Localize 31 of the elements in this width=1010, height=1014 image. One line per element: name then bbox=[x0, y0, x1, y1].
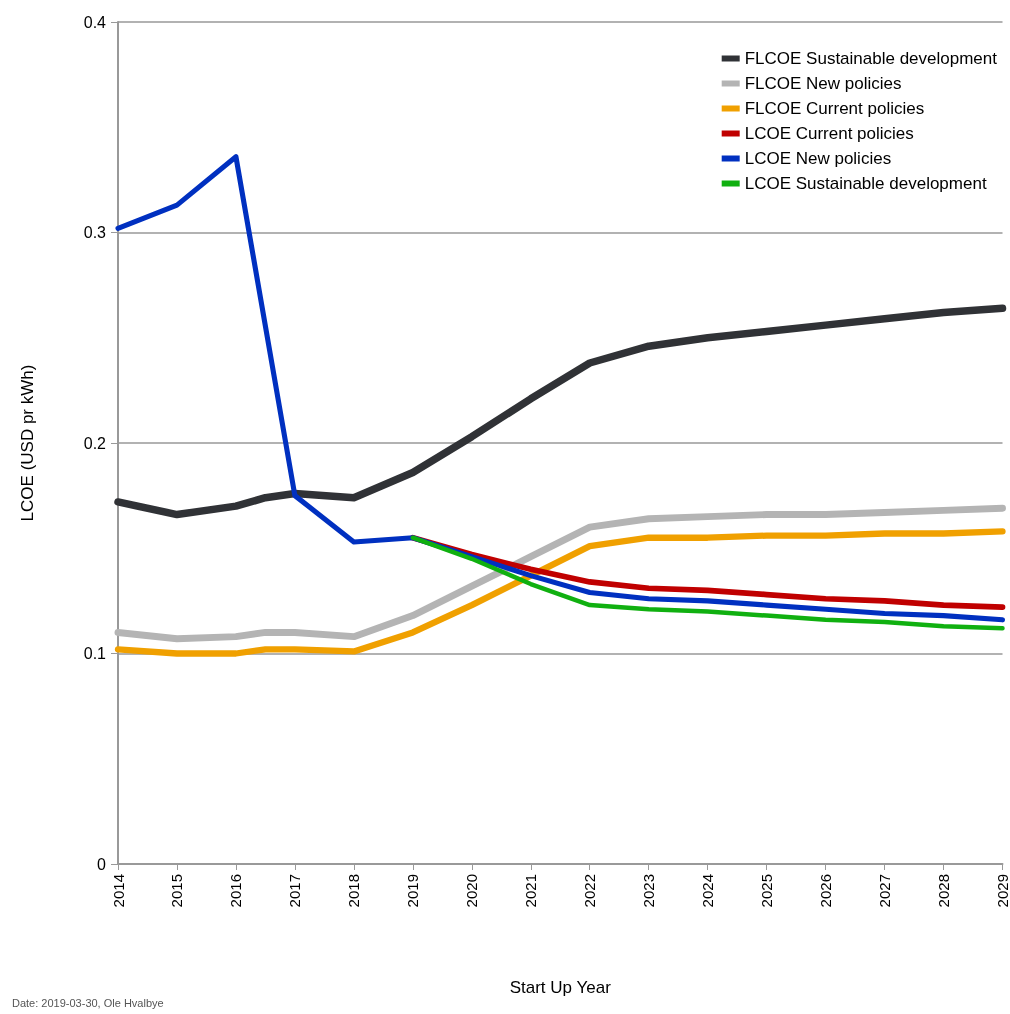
legend-label: LCOE Sustainable development bbox=[744, 174, 987, 193]
legend-label: LCOE New policies bbox=[744, 149, 892, 168]
x-tick-label: 2025 bbox=[758, 874, 776, 908]
x-tick-label: 2027 bbox=[876, 874, 894, 908]
y-axis-title: LCOE (USD pr kWh) bbox=[18, 364, 37, 522]
x-tick-label: 2028 bbox=[935, 874, 953, 908]
x-tick-label: 2021 bbox=[522, 874, 540, 908]
x-tick-label: 2023 bbox=[640, 874, 658, 908]
legend-label: FLCOE Current policies bbox=[744, 99, 925, 118]
x-axis-title: Start Up Year bbox=[509, 978, 612, 997]
x-tick-label: 2017 bbox=[286, 874, 304, 908]
x-tick-label: 2014 bbox=[109, 874, 127, 908]
x-tick-label: 2022 bbox=[581, 874, 599, 908]
x-tick-label: 2018 bbox=[345, 874, 363, 908]
y-tick-label: 0.3 bbox=[83, 224, 107, 241]
x-tick-label: 2026 bbox=[817, 874, 835, 908]
legend-label: FLCOE New policies bbox=[744, 74, 902, 93]
x-tick-label: 2016 bbox=[227, 874, 245, 908]
legend-label: LCOE Current policies bbox=[744, 124, 914, 143]
text: Date: 2019-03-30, Ole Hvalbye bbox=[12, 996, 164, 1009]
x-tick-label: 2029 bbox=[994, 874, 1010, 908]
x-tick-label: 2020 bbox=[463, 874, 481, 908]
x-tick-label: 2024 bbox=[699, 874, 717, 908]
y-tick-label: 0.2 bbox=[83, 434, 107, 452]
y-tick-label: 0.1 bbox=[83, 645, 107, 662]
y-tick-label: 0.4 bbox=[83, 13, 107, 31]
y-tick-label: 0 bbox=[97, 855, 107, 873]
x-tick-label: 2019 bbox=[404, 874, 422, 908]
legend-label: FLCOE Sustainable development bbox=[744, 49, 998, 68]
x-tick-label: 2015 bbox=[168, 874, 186, 908]
line-series bbox=[410, 535, 1005, 631]
